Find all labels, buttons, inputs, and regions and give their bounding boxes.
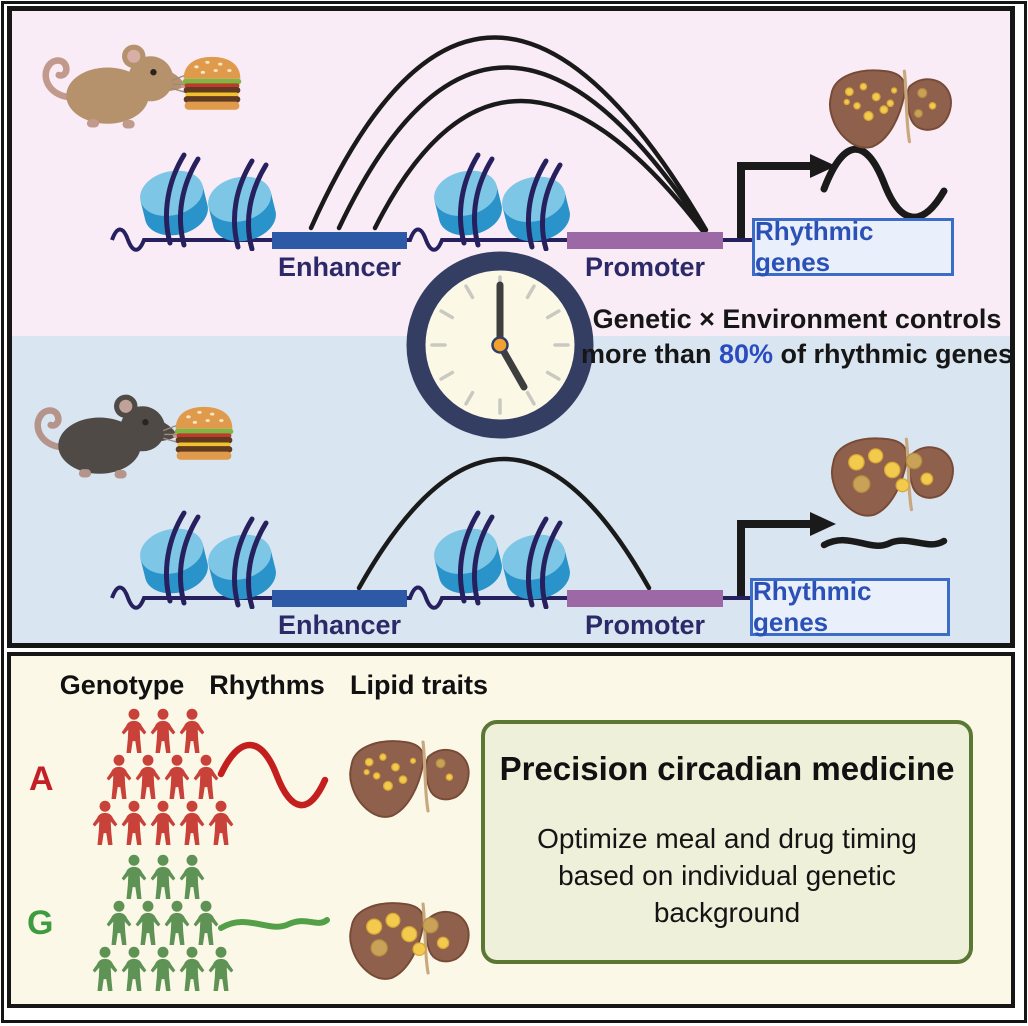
precision-medicine-box: Genotype Rhythms Lipid traits A G (7, 652, 1015, 1008)
brown-mouse-icon (40, 33, 190, 133)
hamburger-icon (172, 403, 236, 460)
nucleosome-icon (429, 155, 575, 249)
genotype-header: Genotype (59, 670, 185, 700)
promoter-label: Promoter (584, 610, 706, 640)
precision-medicine-callout: Precision circadian medicine Optimize me… (481, 720, 973, 964)
transcription-arrow (737, 162, 810, 238)
nucleosome-icon (135, 155, 281, 249)
black-mouse-icon (32, 383, 182, 483)
promoter-bar (567, 590, 723, 607)
allele-a-label: A (29, 760, 54, 798)
rhythmic-genes-box: Rhythmic genes (750, 576, 950, 637)
hamburger-icon (180, 53, 244, 110)
rhythm-waves-art (217, 741, 330, 931)
callout-body: Optimize meal and drug timing based on i… (537, 823, 917, 928)
callout-title: Precision circadian medicine (499, 750, 955, 787)
promoter-label: Promoter (584, 252, 706, 282)
enhancer-label: Enhancer (277, 610, 402, 640)
liver-small-droplets-icon (824, 61, 954, 157)
transcription-arrow (737, 520, 810, 596)
allele-g-label: G (27, 904, 54, 942)
flat-wave-icon (820, 537, 948, 549)
rhythmic-genes-box: Rhythmic genes (752, 216, 954, 277)
promoter-bar (567, 232, 723, 249)
nucleosome-icon (135, 513, 281, 607)
stat-line2: more than 80% of rhythmic genes (580, 339, 1014, 369)
nucleosome-icon (429, 513, 575, 607)
gene-regulation-box: Enhancer Promoter Rhythmic genes Enhance… (7, 6, 1015, 648)
liver-large-droplets-icon (826, 429, 956, 525)
high-amplitude-wave-icon (820, 145, 948, 221)
liver-large-droplets-icon (345, 894, 471, 988)
enhancer-bar (272, 232, 407, 249)
genetic-environment-stat: Genetic × Environment controls more than… (577, 302, 1017, 372)
rhythms-header: Rhythms (209, 670, 325, 700)
liver-small-droplets-icon (345, 732, 471, 826)
stat-highlight: 80% (718, 339, 774, 369)
clock-icon (406, 251, 594, 439)
high-amplitude-wave-icon (217, 741, 329, 809)
flat-wave-icon (218, 917, 330, 931)
enhancer-label: Enhancer (277, 252, 402, 282)
enhancer-bar (272, 590, 407, 607)
gene-diagram-art (110, 35, 948, 610)
lipid-traits-header: Lipid traits (349, 670, 488, 700)
stat-line1: Genetic × Environment controls (592, 304, 1002, 334)
